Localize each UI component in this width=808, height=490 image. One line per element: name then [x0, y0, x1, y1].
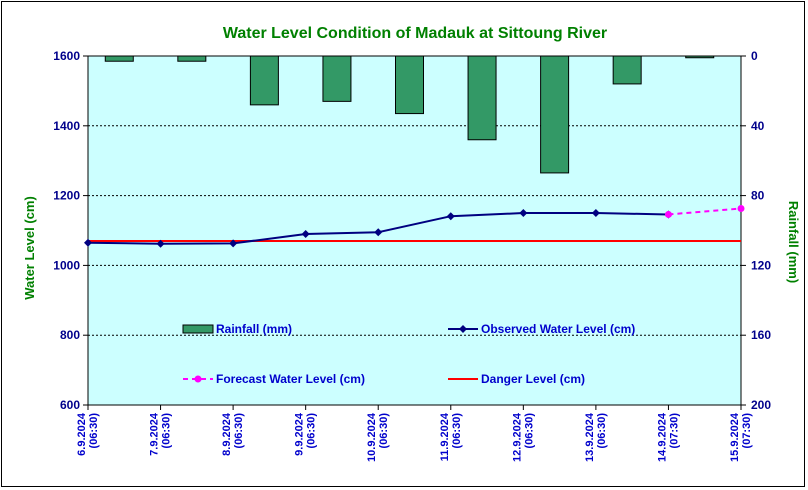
left-tick-label: 1600 — [53, 49, 80, 63]
x-tick-date: 14.9.2024 — [656, 412, 668, 462]
right-tick-label: 120 — [751, 258, 771, 272]
forecast-point — [737, 205, 745, 213]
right-tick-label: 0 — [751, 49, 758, 63]
observed-point — [84, 238, 92, 247]
legend-swatch-rainfall — [182, 324, 214, 334]
x-tick-time: (07:30) — [668, 413, 680, 449]
gridlines — [88, 125, 741, 336]
left-tick-label: 800 — [60, 328, 80, 342]
x-tick-label: 7.9.2024 (06:30) — [149, 412, 173, 456]
x-tick-date: 12.9.2024 — [511, 412, 523, 462]
rainfall-bar — [540, 55, 570, 174]
x-tick-label: 14.9.2024 (07:30) — [656, 412, 680, 462]
x-tick-time: (06:30) — [596, 413, 608, 449]
x-tick-time: (07:30) — [741, 413, 753, 449]
observed-point — [229, 239, 238, 248]
x-tick-time: (06:30) — [378, 413, 390, 449]
rainfall-bar — [612, 55, 642, 85]
x-tick-time: (06:30) — [233, 413, 245, 449]
left-tick-label: 1000 — [53, 258, 80, 272]
chart-title: Water Level Condition of Madauk at Sitto… — [223, 25, 607, 42]
x-tick-time: (06:30) — [88, 413, 100, 449]
right-tick-label: 40 — [751, 119, 765, 133]
left-tick-label: 1400 — [53, 119, 80, 133]
right-tick-label: 200 — [751, 398, 771, 412]
left-tick-label: 1200 — [53, 189, 80, 203]
observed-point — [374, 228, 383, 237]
rainfall-bar — [177, 55, 207, 62]
x-tick-date: 10.9.2024 — [366, 412, 378, 462]
legend-label: Danger Level (cm) — [481, 372, 585, 386]
right-tick-label: 160 — [751, 328, 771, 342]
x-tick-date: 11.9.2024 — [439, 412, 451, 461]
water-level-lines — [84, 205, 745, 248]
x-tick-date: 6.9.2024 — [76, 412, 88, 456]
forecast-point — [664, 210, 672, 218]
x-tick-date: 7.9.2024 — [149, 412, 161, 456]
x-tick-date: 8.9.2024 — [221, 412, 233, 456]
left-axis: 1600 1400 1200 1000 800 600 — [53, 49, 88, 412]
observed-point — [301, 229, 310, 238]
observed-point — [156, 239, 165, 248]
x-tick-time: (06:30) — [523, 413, 535, 449]
plot-area — [87, 55, 742, 406]
x-tick-date: 15.9.2024 — [729, 412, 741, 462]
legend-marker-observed — [459, 325, 467, 333]
rainfall-bar — [322, 55, 352, 102]
x-axis: 6.9.2024 (06:30) 7.9.2024 (06:30) 8.9.2024 (0… — [76, 405, 753, 462]
x-tick-label: 15.9.2024 (07:30) — [729, 412, 753, 462]
x-tick-label: 6.9.2024 (06:30) — [76, 412, 100, 456]
observed-point — [591, 209, 600, 218]
left-tick-label: 600 — [60, 398, 80, 412]
observed-point — [446, 212, 455, 221]
x-tick-time: (06:30) — [161, 413, 173, 449]
rainfall-bar — [467, 55, 497, 141]
observed-point — [519, 209, 528, 218]
forecast-water-level-line — [668, 207, 742, 216]
legend-label: Observed Water Level (cm) — [481, 322, 635, 336]
x-tick-label: 10.9.2024 (06:30) — [366, 412, 390, 462]
x-tick-time: (06:30) — [451, 413, 463, 449]
legend-marker-forecast — [194, 375, 202, 383]
right-axis-title: Rainfall (mm) — [786, 201, 801, 283]
legend-label: Forecast Water Level (cm) — [216, 372, 365, 386]
legend-label: Rainfall (mm) — [216, 322, 292, 336]
legend: Rainfall (mm) Observed Water Level (cm) Fo… — [182, 322, 635, 386]
rainfall-bar — [249, 55, 279, 106]
rainfall-bar — [395, 55, 424, 115]
right-tick-label: 80 — [751, 189, 765, 203]
x-tick-label: 13.9.2024 (06:30) — [584, 412, 608, 462]
rainfall-bar — [104, 55, 134, 62]
rainfall-bars — [104, 55, 715, 174]
x-tick-label: 8.9.2024 (06:30) — [221, 412, 245, 456]
x-tick-label: 12.9.2024 (06:30) — [511, 412, 535, 462]
rainfall-bar — [685, 55, 715, 59]
right-axis: 0 40 80 120 160 200 — [741, 49, 771, 412]
x-tick-label: 9.9.2024 (06:30) — [294, 412, 318, 456]
left-axis-title: Water Level (cm) — [22, 196, 37, 300]
x-tick-date: 13.9.2024 — [584, 412, 596, 462]
x-tick-label: 11.9.2024 (06:30) — [439, 412, 463, 461]
x-tick-time: (06:30) — [306, 413, 318, 449]
x-tick-date: 9.9.2024 — [294, 412, 306, 456]
